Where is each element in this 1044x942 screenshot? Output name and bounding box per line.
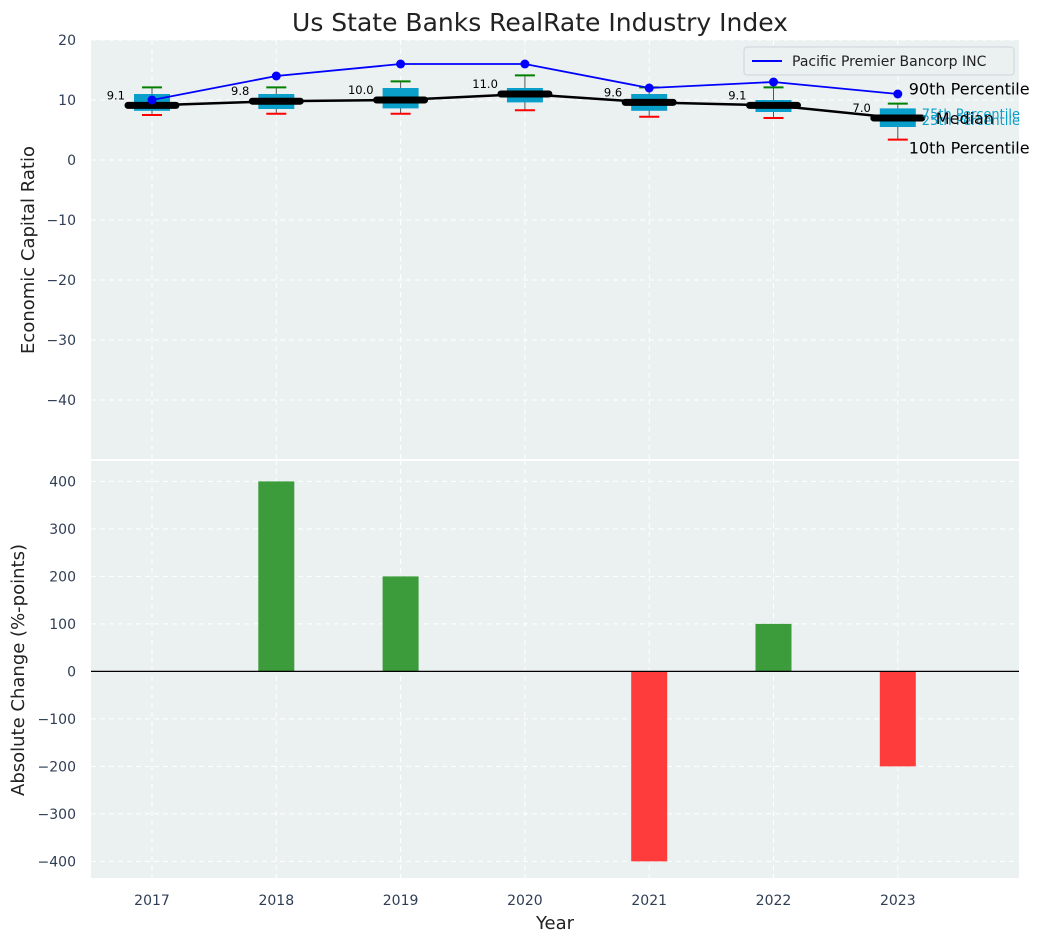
series-point <box>271 71 281 81</box>
median-value-label: 9.1 <box>728 88 746 102</box>
series-point <box>644 83 654 93</box>
bottom-y-tick-label: −400 <box>38 854 76 870</box>
series-point <box>769 77 778 87</box>
median-value-label: 11.0 <box>472 77 498 91</box>
x-tick-label: 2017 <box>134 893 170 909</box>
x-tick-label: 2018 <box>258 893 294 909</box>
change-bar <box>879 671 916 767</box>
x-ticks: 2017 2018 2019 2020 2021 2022 2023 <box>134 893 915 909</box>
bottom-y-tick-label: −200 <box>38 759 76 775</box>
annotation-median: Median <box>936 109 994 128</box>
x-tick-label: 2023 <box>880 893 916 909</box>
company-series <box>147 59 903 105</box>
series-point <box>520 59 530 69</box>
change-bar <box>631 671 668 862</box>
median-value-label: 9.1 <box>107 88 125 102</box>
top-gridlines <box>91 39 1019 460</box>
x-axis-label: Year <box>535 913 575 934</box>
median-value-label: 7.0 <box>853 101 871 115</box>
series-point <box>893 89 903 99</box>
top-y-tick-label: −20 <box>46 273 76 289</box>
bottom-y-tick-label: 0 <box>67 664 76 680</box>
bottom-y-ticks: 400 300 200 100 0 −100 −200 −300 −400 <box>38 474 76 870</box>
x-tick-label: 2020 <box>507 893 543 909</box>
annotation-p10: 10th Percentile <box>909 139 1030 158</box>
legend-box <box>743 46 1015 76</box>
change-bar <box>755 623 792 672</box>
bottom-y-tick-label: 300 <box>49 522 76 538</box>
bottom-y-axis-label: Absolute Change (%-points) <box>8 544 29 796</box>
change-bar <box>258 481 295 672</box>
x-tick-label: 2021 <box>631 893 667 909</box>
top-y-tick-label: 0 <box>67 153 76 169</box>
median-value-label: 9.8 <box>231 84 249 98</box>
top-y-tick-label: −40 <box>46 393 76 409</box>
bottom-y-tick-label: −300 <box>38 807 76 823</box>
median-value-label: 10.0 <box>348 83 374 97</box>
top-plot-area <box>91 40 1019 460</box>
bottom-y-tick-label: −100 <box>38 712 76 728</box>
change-bar <box>382 576 419 672</box>
top-y-axis-label: Economic Capital Ratio <box>18 146 39 354</box>
chart-title: Us State Banks RealRate Industry Index <box>292 8 788 37</box>
series-point <box>396 59 406 69</box>
legend-label: Pacific Premier Bancorp INC <box>792 54 987 70</box>
bottom-y-tick-label: 200 <box>49 569 76 585</box>
top-y-ticks: 20 10 0 −10 −20 −30 −40 <box>46 33 76 409</box>
x-tick-label: 2022 <box>756 893 792 909</box>
top-y-tick-label: 10 <box>58 93 76 109</box>
top-y-tick-label: −30 <box>46 333 76 349</box>
bottom-y-tick-label: 100 <box>49 617 76 633</box>
change-bars <box>91 481 1019 862</box>
bottom-y-tick-label: 400 <box>49 474 76 490</box>
median-value-label: 9.6 <box>604 85 622 99</box>
top-y-tick-label: −10 <box>46 213 76 229</box>
x-tick-label: 2019 <box>383 893 419 909</box>
bottom-plot-area <box>91 460 1019 878</box>
annotation-p90: 90th Percentile <box>909 80 1030 99</box>
top-y-tick-label: 20 <box>58 33 76 49</box>
annotation-p25: 25th Percentile <box>922 114 1020 129</box>
legend: Pacific Premier Bancorp INC <box>743 46 1015 76</box>
series-point <box>147 95 157 105</box>
annotation-p75: 75th Percentile <box>922 107 1020 122</box>
